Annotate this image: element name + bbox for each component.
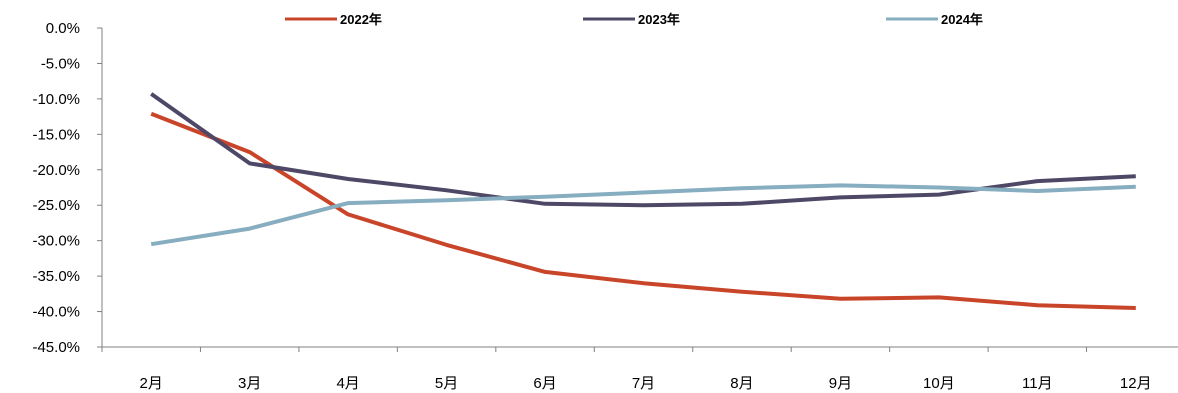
x-tick-label: 3月 — [238, 375, 261, 392]
y-axis: 0.0% -5.0% -10.0% -15.0% -20.0% -25.0% -30.0% -… — [32, 20, 103, 356]
series-line-2022年 — [150, 111, 1136, 310]
y-tick-label: 0.0% — [46, 20, 80, 37]
y-tick-label: -5.0% — [41, 55, 80, 72]
legend-item: 2023年 — [583, 12, 680, 27]
legend: 2022年 2023年 2024年 — [285, 12, 983, 27]
x-tick-label: 2月 — [140, 375, 163, 392]
x-tick-label: 7月 — [632, 375, 655, 392]
x-tick-label: 9月 — [829, 375, 852, 392]
y-tick-label: -25.0% — [32, 197, 80, 214]
x-tick-label: 4月 — [336, 375, 359, 392]
legend-label: 2024年 — [941, 12, 983, 27]
y-tick-label: -15.0% — [32, 126, 80, 143]
y-tick-label: -40.0% — [32, 304, 80, 321]
y-tick-label: -35.0% — [32, 268, 80, 285]
series-lines — [150, 92, 1136, 310]
x-tick-label: 11月 — [1022, 375, 1053, 392]
y-tick-label: -30.0% — [32, 233, 80, 250]
legend-item: 2022年 — [285, 12, 382, 27]
x-tick-label: 6月 — [533, 375, 556, 392]
x-tick-label: 5月 — [435, 375, 458, 392]
legend-label: 2022年 — [340, 12, 382, 27]
legend-label: 2023年 — [638, 12, 680, 27]
y-tick-label: -10.0% — [32, 91, 80, 108]
y-tick-label: -45.0% — [32, 339, 80, 356]
x-tick-label: 10月 — [923, 375, 955, 392]
x-axis: 2月 3月 4月 5月 6月 7月 8月 9月 10月 11月 12月 — [101, 346, 1178, 392]
legend-item: 2024年 — [886, 12, 983, 27]
y-tick-label: -20.0% — [32, 162, 80, 179]
series-line-2024年 — [150, 183, 1136, 247]
x-tick-label: 8月 — [730, 375, 753, 392]
x-tick-label: 12月 — [1120, 375, 1152, 392]
